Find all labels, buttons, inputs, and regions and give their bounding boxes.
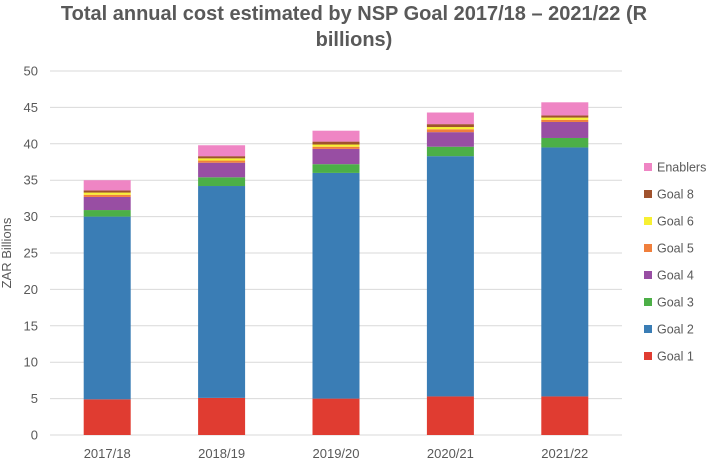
bar-goal-6-2021-22: [541, 117, 589, 120]
legend-swatch-goal-2: [644, 325, 652, 333]
legend-swatch-enablers: [644, 163, 652, 171]
bar-goal-2-2021-22: [541, 147, 589, 397]
bar-goal-2-2018-19: [198, 186, 246, 398]
y-tick-label: 50: [24, 64, 38, 79]
y-tick-label: 45: [24, 100, 38, 115]
bar-goal-4-2017-18: [83, 196, 131, 211]
legend-label: Enablers: [657, 161, 706, 175]
x-axis-ticks: 2017/18 2018/19 2019/20 2020/21 2021/22: [84, 446, 589, 461]
x-tick-label: 2021/22: [541, 446, 588, 461]
legend-label: Goal 2: [657, 323, 694, 337]
y-tick-label: 20: [24, 282, 38, 297]
x-tick-label: 2019/20: [313, 446, 360, 461]
y-tick-label: 35: [24, 173, 38, 188]
bar-goal-5-2021-22: [541, 119, 589, 122]
bar-goal-6-2017-18: [83, 192, 131, 195]
bar-goal-1-2017-18: [83, 399, 131, 435]
bar-goal-8-2020-21: [426, 124, 474, 128]
bar-goal-5-2020-21: [426, 129, 474, 133]
bar-enablers-2018-19: [198, 145, 246, 157]
y-axis-label: ZAR Billions: [0, 217, 14, 288]
bar-enablers-2021-22: [541, 102, 589, 116]
bar-goal-2-2017-18: [83, 216, 131, 400]
x-tick-label: 2017/18: [84, 446, 131, 461]
bar-goal-1-2021-22: [541, 396, 589, 435]
legend-label: Goal 4: [657, 269, 694, 283]
bar-goal-8-2021-22: [541, 115, 589, 118]
legend-swatch-goal-5: [644, 244, 652, 252]
legend: Enablers Goal 8 Goal 6 Goal 5 Goal 4 Goal 3 Go…: [644, 161, 706, 364]
bar-goal-8-2017-18: [83, 190, 131, 193]
bar-goal-5-2017-18: [83, 194, 131, 197]
y-tick-label: 0: [31, 428, 38, 443]
bar-goal-8-2018-19: [198, 156, 246, 159]
bar-goal-3-2021-22: [541, 137, 589, 148]
bar-goal-4-2021-22: [541, 121, 589, 138]
bar-goal-8-2019-20: [312, 141, 360, 145]
chart-title-line-1: Total annual cost estimated by NSP Goal …: [61, 3, 648, 25]
bar-enablers-2017-18: [83, 180, 131, 191]
legend-label: Goal 5: [657, 242, 694, 256]
bar-enablers-2020-21: [426, 112, 474, 125]
chart-title-line-2: billions): [316, 29, 393, 51]
y-tick-label: 10: [24, 355, 38, 370]
bar-goal-1-2020-21: [426, 396, 474, 435]
bar-goal-1-2018-19: [198, 397, 246, 435]
legend-label: Goal 8: [657, 188, 694, 202]
legend-label: Goal 3: [657, 296, 694, 310]
x-tick-label: 2018/19: [198, 446, 245, 461]
bar-goal-5-2018-19: [198, 160, 246, 163]
bar-goal-2-2020-21: [426, 156, 474, 397]
legend-label: Goal 6: [657, 215, 694, 229]
bar-goal-4-2020-21: [426, 132, 474, 147]
bar-goal-3-2018-19: [198, 177, 246, 187]
y-axis-ticks: 0 5 10 15 20 25 30 35 40 45 50: [24, 64, 38, 443]
y-tick-label: 5: [31, 391, 38, 406]
y-tick-label: 40: [24, 136, 38, 151]
legend-swatch-goal-1: [644, 352, 652, 360]
bar-goal-3-2019-20: [312, 164, 360, 173]
y-tick-label: 25: [24, 246, 38, 261]
y-tick-label: 15: [24, 318, 38, 333]
bar-goal-6-2018-19: [198, 158, 246, 161]
legend-label: Goal 1: [657, 350, 694, 364]
x-tick-label: 2020/21: [427, 446, 474, 461]
bar-goal-2-2019-20: [312, 172, 360, 399]
bar-goal-5-2019-20: [312, 146, 360, 149]
bar-goal-3-2017-18: [83, 210, 131, 217]
bar-goal-3-2020-21: [426, 146, 474, 157]
y-tick-label: 30: [24, 209, 38, 224]
bar-enablers-2019-20: [312, 130, 360, 142]
bar-goal-6-2019-20: [312, 144, 360, 147]
bar-goal-6-2020-21: [426, 127, 474, 130]
legend-swatch-goal-4: [644, 271, 652, 279]
legend-swatch-goal-6: [644, 217, 652, 225]
bar-goal-4-2018-19: [198, 162, 246, 178]
legend-swatch-goal-8: [644, 190, 652, 198]
bar-goal-4-2019-20: [312, 148, 360, 165]
legend-swatch-goal-3: [644, 298, 652, 306]
bar-goal-1-2019-20: [312, 398, 360, 435]
bar-segments: [83, 102, 589, 435]
